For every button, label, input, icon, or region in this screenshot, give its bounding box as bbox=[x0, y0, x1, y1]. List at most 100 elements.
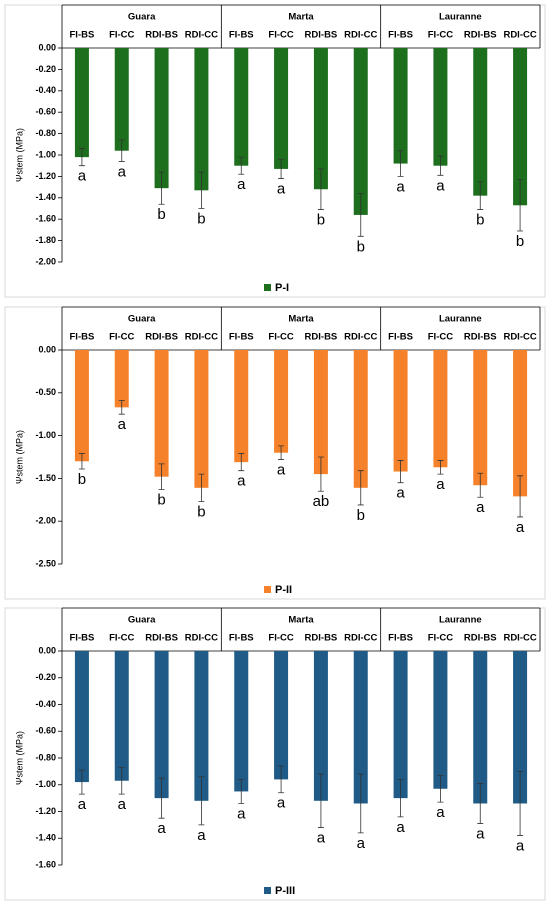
error-bar bbox=[357, 193, 364, 237]
x-tick-label: RDI-BS bbox=[145, 332, 178, 343]
significance-letter: a bbox=[237, 805, 246, 822]
x-tick-label: FI-CC bbox=[268, 332, 293, 343]
bar bbox=[274, 651, 289, 780]
x-tick-label: RDI-BS bbox=[305, 30, 338, 41]
y-tick-label: -0.40 bbox=[35, 85, 56, 95]
y-axis-label: Ψstem (MPa) bbox=[14, 731, 24, 785]
significance-letter: b bbox=[197, 210, 205, 227]
error-bar bbox=[158, 777, 165, 819]
error-bar bbox=[477, 783, 484, 824]
error-bar bbox=[437, 774, 444, 803]
bar bbox=[473, 651, 488, 804]
x-tick-label: RDI-BS bbox=[464, 633, 497, 644]
x-tick-label: FI-CC bbox=[109, 633, 134, 644]
y-tick-label: -1.00 bbox=[35, 430, 56, 440]
bar bbox=[234, 651, 249, 792]
bar bbox=[393, 48, 408, 164]
y-tick-label: -1.40 bbox=[35, 833, 56, 843]
error-bar bbox=[278, 765, 285, 794]
significance-letter: b bbox=[476, 212, 484, 229]
error-bar bbox=[78, 769, 85, 795]
bar bbox=[353, 48, 368, 215]
legend-swatch bbox=[264, 887, 271, 894]
error-bar bbox=[158, 171, 165, 205]
significance-letter: b bbox=[357, 507, 365, 524]
legend-swatch bbox=[264, 586, 271, 593]
y-tick-label: -0.50 bbox=[35, 387, 56, 397]
significance-letter: a bbox=[237, 176, 246, 193]
significance-letter: ab bbox=[313, 493, 330, 510]
group-label: Lauranne bbox=[439, 615, 482, 626]
error-bar bbox=[357, 773, 364, 834]
bar bbox=[234, 48, 249, 166]
bar bbox=[194, 350, 209, 488]
x-tick-label: FI-CC bbox=[268, 30, 293, 41]
y-tick-label: -1.60 bbox=[35, 214, 56, 224]
x-tick-label: FI-BS bbox=[229, 30, 254, 41]
x-tick-label: FI-CC bbox=[428, 633, 453, 644]
error-bar bbox=[238, 156, 245, 175]
bar bbox=[154, 651, 169, 799]
y-tick-label: -1.40 bbox=[35, 192, 56, 202]
y-tick-label: -0.60 bbox=[35, 107, 56, 117]
error-bar bbox=[198, 171, 205, 209]
error-bar bbox=[517, 179, 524, 232]
error-bar bbox=[238, 453, 245, 472]
significance-letter: b bbox=[357, 238, 365, 255]
x-tick-label: FI-CC bbox=[109, 332, 134, 343]
bar bbox=[513, 651, 528, 804]
x-tick-label: RDI-CC bbox=[344, 633, 377, 644]
y-tick-label: -0.80 bbox=[35, 752, 56, 762]
y-axis-label: Ψstem (MPa) bbox=[14, 430, 24, 484]
x-tick-label: RDI-CC bbox=[503, 633, 536, 644]
legend-swatch bbox=[264, 284, 271, 291]
significance-letter: a bbox=[118, 796, 127, 813]
bar bbox=[473, 350, 488, 486]
significance-letter: a bbox=[118, 416, 127, 433]
significance-letter: a bbox=[436, 804, 445, 821]
y-tick-label: 0.00 bbox=[38, 42, 56, 52]
x-tick-label: FI-BS bbox=[229, 332, 254, 343]
error-bar bbox=[278, 158, 285, 179]
bar bbox=[393, 350, 408, 472]
x-tick-label: RDI-BS bbox=[145, 30, 178, 41]
bar bbox=[74, 48, 89, 158]
bar bbox=[513, 48, 528, 206]
significance-letter: a bbox=[357, 835, 366, 852]
bar bbox=[114, 48, 129, 151]
x-tick-label: FI-BS bbox=[229, 633, 254, 644]
significance-letter: a bbox=[317, 830, 326, 847]
error-bar bbox=[78, 148, 85, 167]
y-tick-label: -2.50 bbox=[35, 558, 56, 568]
group-label: Guara bbox=[128, 12, 156, 23]
significance-letter: b bbox=[317, 212, 325, 229]
bar bbox=[234, 350, 249, 463]
significance-letter: b bbox=[157, 491, 165, 508]
x-tick-label: RDI-CC bbox=[344, 332, 377, 343]
significance-letter: a bbox=[436, 476, 445, 493]
significance-letter: b bbox=[197, 503, 205, 520]
error-bar bbox=[437, 460, 444, 475]
x-tick-label: RDI-BS bbox=[305, 332, 338, 343]
error-bar bbox=[238, 779, 245, 804]
significance-letter: b bbox=[157, 206, 165, 223]
x-tick-label: FI-CC bbox=[428, 30, 453, 41]
error-bar bbox=[198, 776, 205, 826]
significance-letter: a bbox=[118, 163, 127, 180]
y-tick-label: -2.00 bbox=[35, 256, 56, 266]
y-tick-label: -1.20 bbox=[35, 171, 56, 181]
legend-label: P-II bbox=[275, 584, 292, 596]
group-label: Marta bbox=[288, 12, 314, 23]
error-bar bbox=[357, 470, 364, 506]
bar bbox=[433, 48, 448, 166]
x-tick-label: RDI-CC bbox=[503, 332, 536, 343]
group-label: Marta bbox=[288, 615, 314, 626]
x-tick-label: RDI-CC bbox=[503, 30, 536, 41]
significance-letter: a bbox=[436, 177, 445, 194]
y-tick-label: -1.20 bbox=[35, 806, 56, 816]
error-bar bbox=[317, 456, 324, 492]
error-bar bbox=[477, 181, 484, 210]
y-tick-label: -1.50 bbox=[35, 473, 56, 483]
significance-letter: a bbox=[516, 838, 525, 855]
